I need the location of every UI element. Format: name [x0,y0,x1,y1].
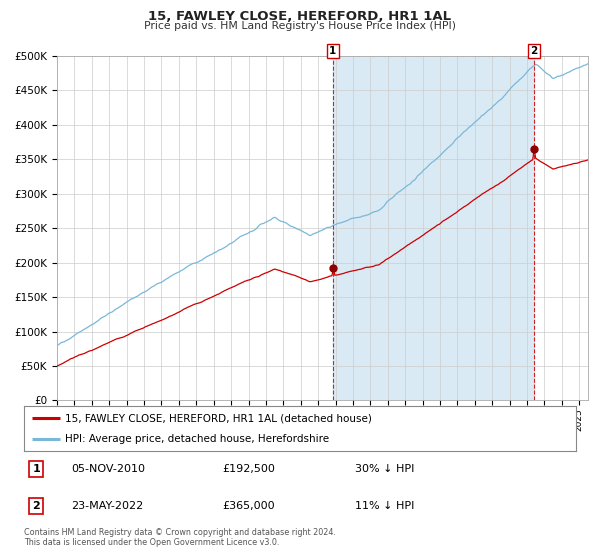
Text: 11% ↓ HPI: 11% ↓ HPI [355,501,415,511]
Text: Contains HM Land Registry data © Crown copyright and database right 2024.
This d: Contains HM Land Registry data © Crown c… [24,528,336,547]
Text: £365,000: £365,000 [223,501,275,511]
Text: 15, FAWLEY CLOSE, HEREFORD, HR1 1AL (detached house): 15, FAWLEY CLOSE, HEREFORD, HR1 1AL (det… [65,413,372,423]
Text: Price paid vs. HM Land Registry's House Price Index (HPI): Price paid vs. HM Land Registry's House … [144,21,456,31]
Text: 23-MAY-2022: 23-MAY-2022 [71,501,143,511]
Text: 2: 2 [530,46,538,56]
Text: 1: 1 [329,46,337,56]
Text: 2: 2 [32,501,40,511]
Text: 15, FAWLEY CLOSE, HEREFORD, HR1 1AL: 15, FAWLEY CLOSE, HEREFORD, HR1 1AL [148,10,452,23]
Text: 30% ↓ HPI: 30% ↓ HPI [355,464,415,474]
Text: HPI: Average price, detached house, Herefordshire: HPI: Average price, detached house, Here… [65,433,329,444]
Text: 1: 1 [32,464,40,474]
Text: 05-NOV-2010: 05-NOV-2010 [71,464,145,474]
Bar [333,56,534,400]
Text: £192,500: £192,500 [223,464,275,474]
